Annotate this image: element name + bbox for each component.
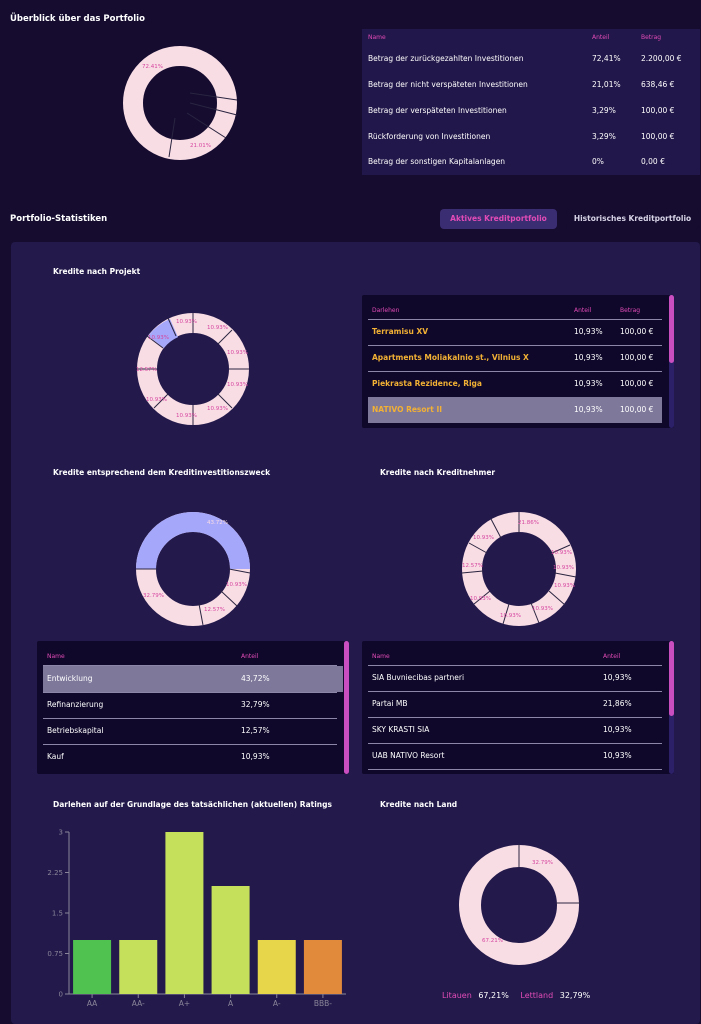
by-borrower-donut-label: 10.93% — [554, 583, 575, 589]
scrollbar[interactable] — [669, 295, 674, 428]
legend-label: Litauen — [442, 991, 472, 1000]
table-row: Betrag der zurückgezahlten Investitionen… — [368, 54, 682, 63]
by-borrower-table: Name Anteil SIA Buvniecibas partneri 10,… — [362, 641, 674, 774]
scrollbar-thumb[interactable] — [669, 641, 674, 716]
by-project-donut-label: 10.93% — [148, 335, 169, 341]
bar — [303, 940, 342, 994]
legend-value: 67,21% — [478, 991, 509, 1000]
tab-historic-portfolio[interactable]: Historisches Kreditportfolio — [566, 209, 699, 229]
y-tick-label: 0.75 — [47, 950, 63, 958]
by-borrower-donut-label: 10.93% — [532, 606, 553, 612]
by-project-donut-label: 12.57% — [136, 367, 157, 373]
col-amount: Betrag — [641, 34, 662, 41]
bar — [73, 940, 112, 994]
scrollbar[interactable] — [344, 641, 349, 774]
by-purpose-title: Kredite entsprechend dem Kreditinvestiti… — [53, 468, 271, 477]
table-row[interactable]: Terramisu XV 10,93% 100,00 € — [372, 327, 654, 336]
table-row[interactable]: Partai MB 21,86% — [372, 699, 632, 708]
by-project-title: Kredite nach Projekt — [53, 267, 141, 276]
y-tick-label: 2.25 — [47, 869, 63, 877]
table-row-highlighted[interactable]: NATIVO Resort II 10,93% 100,00 € — [368, 397, 662, 423]
x-tick-label: AA- — [132, 999, 145, 1008]
by-borrower-donut-label: 12.57% — [462, 563, 483, 569]
by-borrower-donut-label: 10.93% — [551, 550, 572, 556]
by-project-donut-label: 10.93% — [227, 350, 248, 356]
by-project-donut: 10.93% 10.93% 10.93% 10.93% 10.93% 10.93… — [136, 313, 249, 425]
col-name: Name — [47, 653, 65, 660]
by-purpose-donut-label: 43.72% — [207, 520, 228, 526]
ratings-chart-title: Darlehen auf der Grundlage des tatsächli… — [53, 800, 332, 809]
overview-donut: 72.41% 21.01% — [123, 46, 238, 160]
by-project-donut-label: 10.93% — [176, 319, 197, 325]
table-row-highlighted[interactable]: Entwicklung 43,72% — [43, 666, 343, 692]
bar — [119, 940, 158, 994]
by-project-donut-label: 10.93% — [146, 397, 167, 403]
by-purpose-table: Name Anteil Entwicklung 43,72% Refinanzi… — [37, 641, 349, 774]
by-borrower-donut-label: 21.86% — [518, 520, 539, 526]
by-project-donut-label: 10.93% — [207, 325, 228, 331]
col-share: Anteil — [241, 653, 259, 660]
table-row[interactable]: SKY KRASTI SIA 10,93% — [372, 725, 632, 734]
by-project-table: Darlehen Anteil Betrag Terramisu XV 10,9… — [362, 295, 674, 428]
x-tick-label: A+ — [179, 999, 190, 1008]
legend-value: 32,79% — [559, 991, 591, 1000]
col-name: Name — [372, 653, 390, 660]
y-tick-label: 1.5 — [52, 910, 63, 918]
by-country-donut-label: 32.79% — [532, 860, 553, 866]
table-row[interactable]: Piekrasta Rezidence, Riga 10,93% 100,00 … — [372, 379, 654, 388]
overview-table: Name Anteil Betrag Betrag der zurückgeza… — [362, 29, 700, 175]
by-borrower-donut: 21.86% 10.93% 10.93% 10.93% 10.93% 10.93… — [461, 512, 577, 626]
by-purpose-donut-label: 12.57% — [204, 607, 225, 613]
y-tick-label: 3 — [59, 829, 63, 837]
by-country-donut-label: 67.21% — [482, 938, 503, 944]
table-row: Betrag der verspäteten Investitionen 3,2… — [368, 106, 675, 115]
scrollbar-thumb[interactable] — [669, 295, 674, 363]
table-row[interactable]: Apartments Moliakalnio st., Vilnius X 10… — [372, 353, 654, 362]
x-tick-label: AA — [87, 999, 98, 1008]
table-row: Rückforderung von Investitionen 3,29% 10… — [368, 132, 675, 141]
x-tick-label: A — [228, 999, 234, 1008]
by-country-legend: Litauen 67,21% Lettland 32,79% — [442, 991, 590, 1000]
col-share: Anteil — [574, 307, 592, 314]
scrollbar[interactable] — [669, 641, 674, 774]
by-borrower-title: Kredite nach Kreditnehmer — [380, 468, 496, 477]
by-project-donut-label: 10.93% — [176, 413, 197, 419]
x-tick-label: A- — [273, 999, 281, 1008]
by-project-donut-label: 10.93% — [207, 406, 228, 412]
by-country-donut: 32.79% 67.21% — [459, 844, 580, 965]
col-share: Anteil — [592, 34, 610, 41]
by-purpose-donut-label: 10.93% — [226, 582, 247, 588]
overview-donut-label: 72.41% — [142, 64, 163, 70]
y-tick-label: 0 — [59, 991, 63, 999]
col-name: Name — [368, 34, 386, 41]
overview-title: Überblick über das Portfolio — [10, 14, 145, 24]
stats-title: Portfolio-Statistiken — [10, 214, 108, 224]
bar — [211, 886, 250, 994]
col-share: Anteil — [603, 653, 621, 660]
x-tick-label: BBB- — [314, 999, 332, 1008]
by-borrower-donut-label: 10.93% — [553, 565, 574, 571]
by-purpose-donut-label: 32.79% — [143, 593, 164, 599]
table-row[interactable]: Refinanzierung 32,79% — [47, 700, 270, 709]
by-borrower-donut-label: 10.93% — [470, 596, 491, 602]
by-purpose-donut: 43.72% 10.93% 12.57% 32.79% — [136, 512, 251, 626]
bar — [257, 940, 296, 994]
overview-donut-label: 21.01% — [190, 143, 211, 149]
table-row[interactable]: UAB NATIVO Resort 10,93% — [372, 751, 632, 760]
by-country-title: Kredite nach Land — [380, 800, 458, 809]
legend-label: Lettland — [520, 991, 554, 1000]
bar — [165, 832, 204, 994]
col-loan: Darlehen — [372, 307, 400, 314]
table-row[interactable]: Betriebskapital 12,57% — [47, 726, 270, 735]
table-row[interactable]: SIA Buvniecibas partneri 10,93% — [372, 673, 632, 682]
by-project-donut-label: 10.93% — [227, 382, 248, 388]
tab-active-portfolio[interactable]: Aktives Kreditportfolio — [440, 209, 557, 229]
table-row[interactable]: Kauf 10,93% — [47, 752, 270, 761]
col-amount: Betrag — [620, 307, 641, 314]
by-borrower-donut-label: 10.93% — [473, 535, 494, 541]
by-borrower-donut-label: 10.93% — [500, 613, 521, 619]
table-row: Betrag der sonstigen Kapitalanlagen 0% 0… — [368, 157, 665, 166]
table-row: Betrag der nicht verspäteten Investition… — [368, 80, 675, 89]
